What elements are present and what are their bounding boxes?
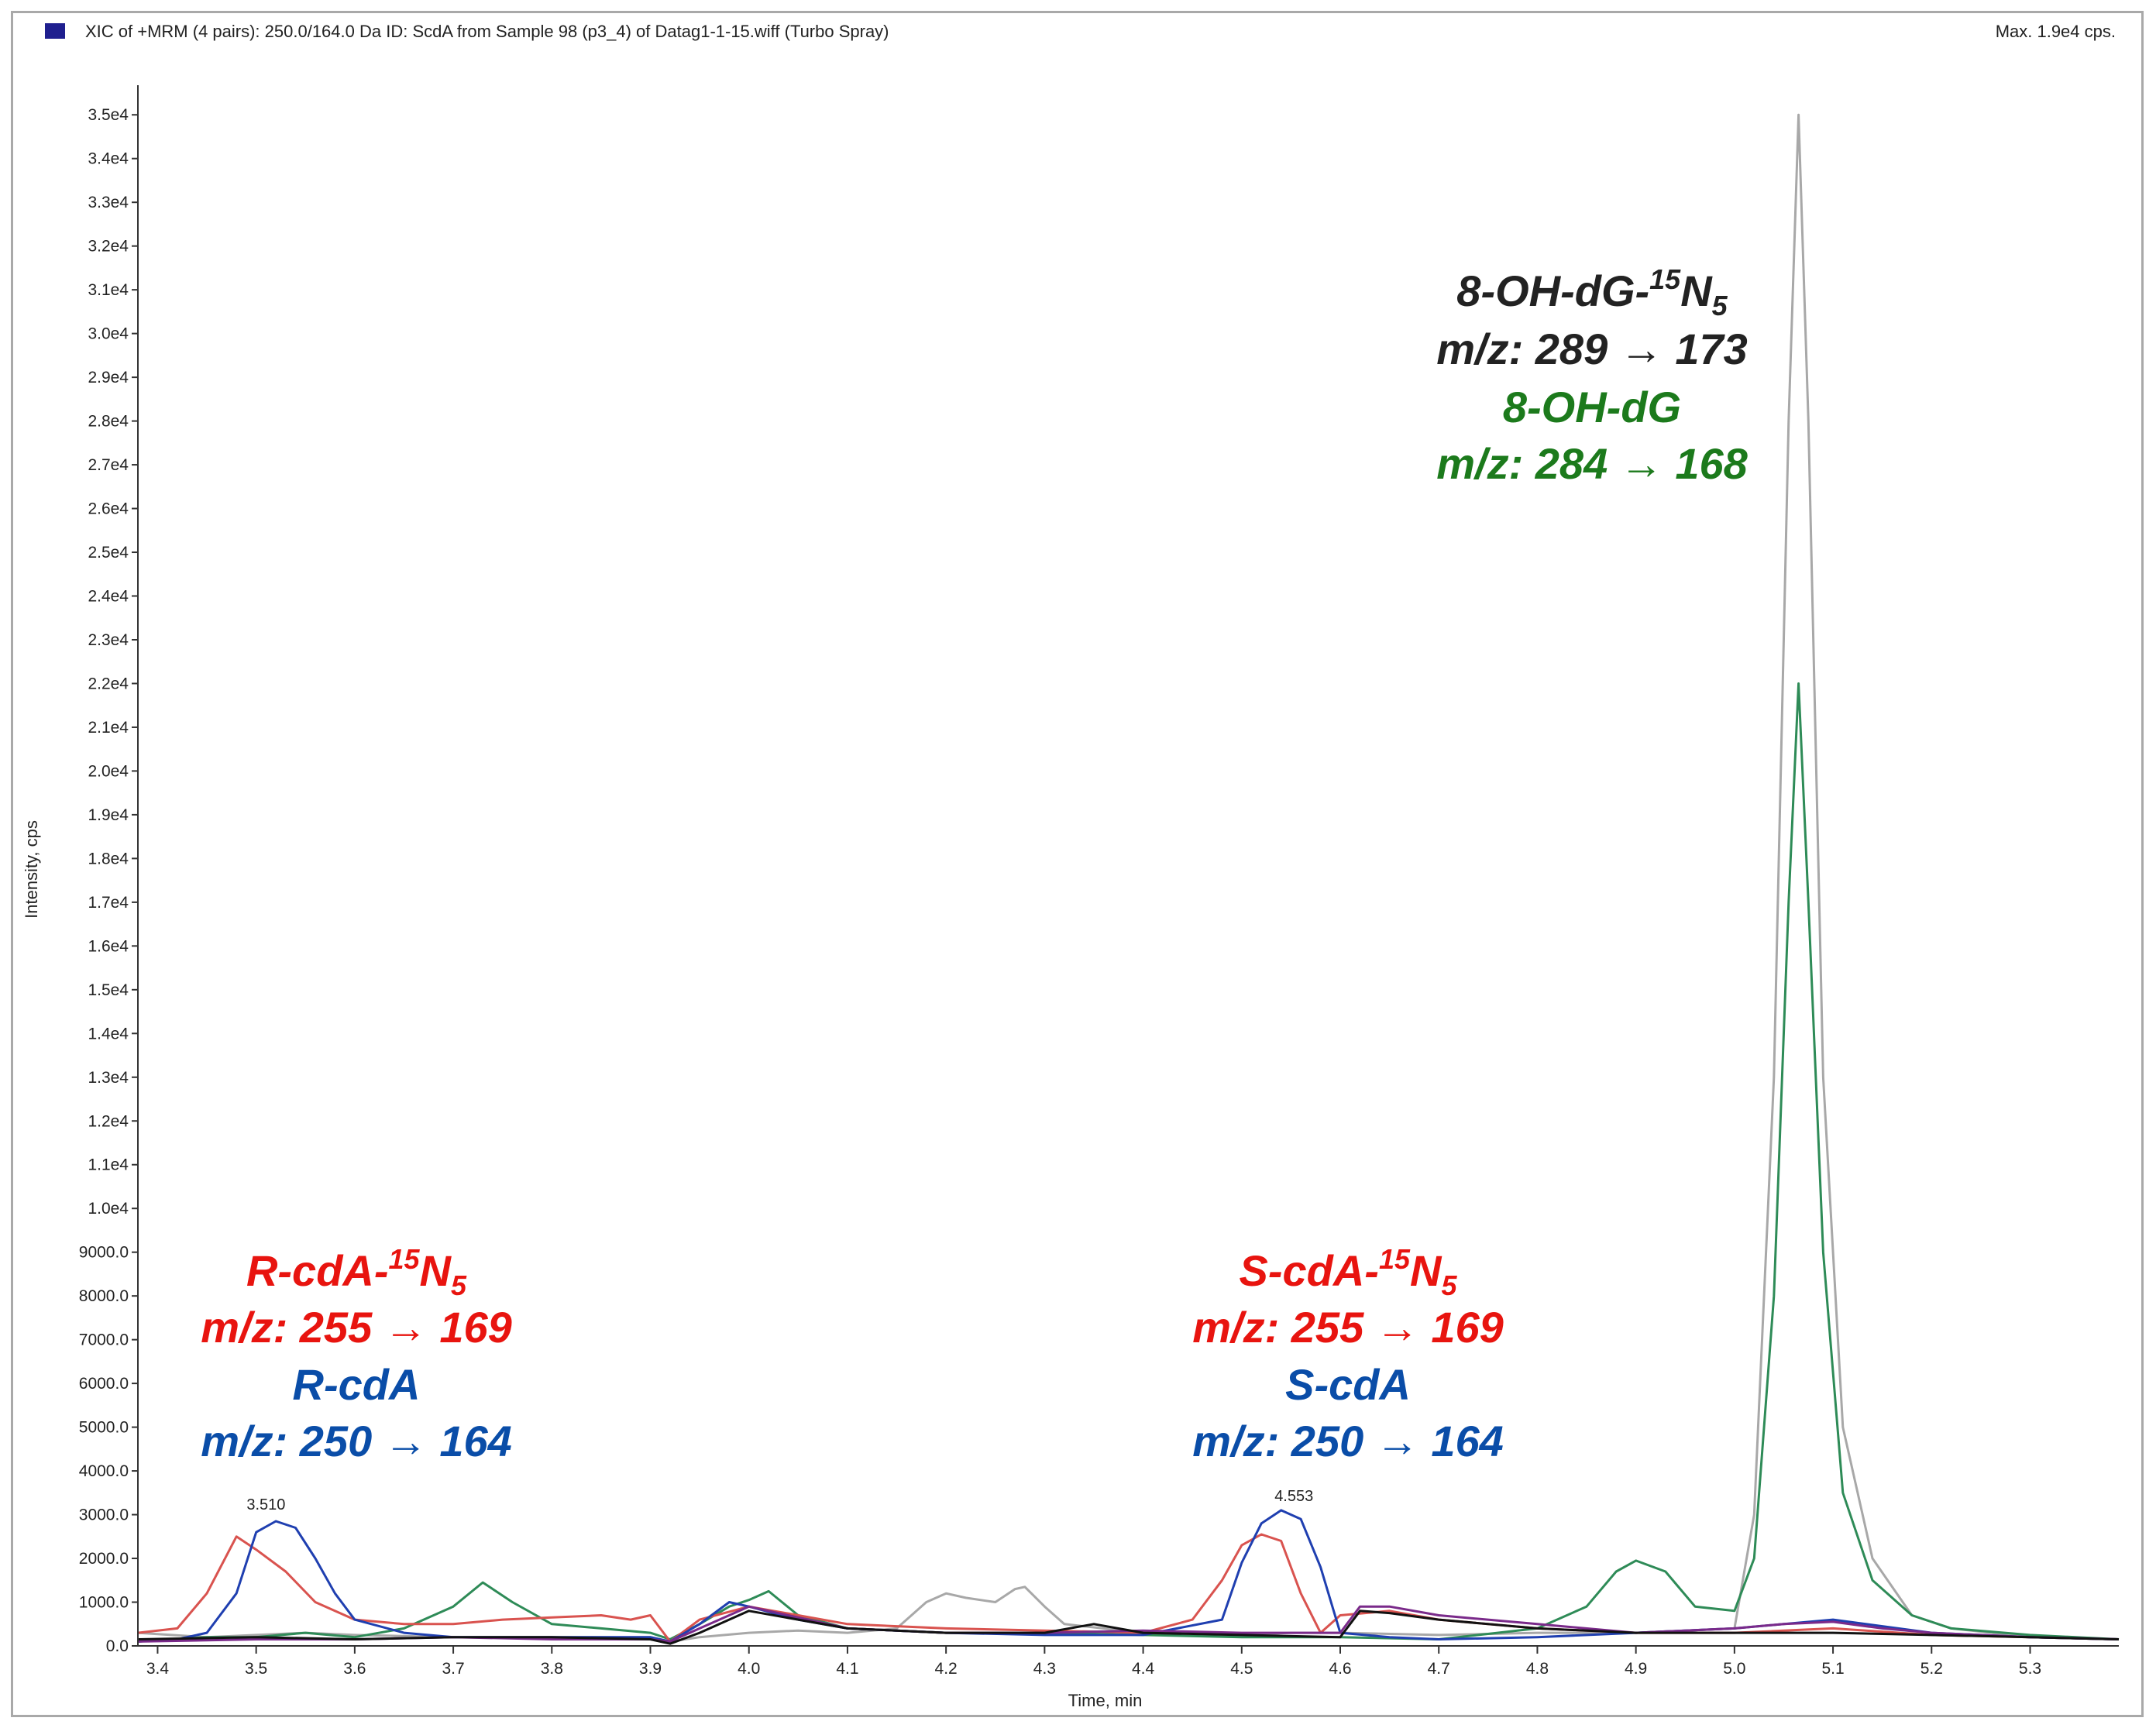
- x-tick-label: 3.6: [343, 1660, 366, 1678]
- y-tick-label: 2.2e4: [88, 675, 129, 692]
- x-axis-title: Time, min: [1068, 1691, 1143, 1710]
- y-tick-label: 1.3e4: [88, 1069, 129, 1087]
- y-tick-label: 0.0: [106, 1637, 129, 1655]
- x-tick-label: 4.4: [1132, 1660, 1155, 1678]
- y-tick-label: 1.2e4: [88, 1112, 129, 1130]
- y-tick-label: 2.6e4: [88, 500, 129, 518]
- y-tick-label: 9000.0: [79, 1244, 129, 1262]
- y-tick-label: 1.0e4: [88, 1200, 129, 1218]
- y-tick-label: 3.5e4: [88, 106, 129, 124]
- legend-swatch: [45, 23, 65, 39]
- y-tick-label: 1.8e4: [88, 850, 129, 867]
- y-tick-label: 2.7e4: [88, 456, 129, 474]
- x-tick-label: 4.3: [1033, 1660, 1056, 1678]
- series-line-green: [137, 682, 2120, 1643]
- y-tick-label: 3.0e4: [88, 325, 129, 343]
- series-line-grey: [137, 113, 2120, 1643]
- annotation-ohdg_mz: m/z: 284 → 168: [1436, 439, 1748, 488]
- y-tick-label: 3.2e4: [88, 238, 129, 256]
- annotation-rcda15n5: R-cdA-15N5: [246, 1243, 467, 1301]
- x-tick-label: 5.2: [1920, 1660, 1943, 1678]
- y-tick-label: 2.9e4: [88, 369, 129, 386]
- x-tick-label: 4.2: [935, 1660, 958, 1678]
- y-tick-label: 3.4e4: [88, 150, 129, 168]
- annotation-rcda15n5_mz: m/z: 255 → 169: [201, 1303, 512, 1352]
- x-tick-label: 4.9: [1625, 1660, 1647, 1678]
- y-tick-label: 2.4e4: [88, 588, 129, 606]
- y-tick-label: 3.3e4: [88, 194, 129, 211]
- x-tick-label: 4.6: [1329, 1660, 1351, 1678]
- annotation-ohdg15n5: 8-OH-dG-15N5: [1456, 263, 1728, 321]
- x-tick-label: 3.7: [442, 1660, 464, 1678]
- y-tick-label: 1.9e4: [88, 806, 129, 824]
- y-tick-label: 1.6e4: [88, 937, 129, 955]
- y-tick-label: 1.5e4: [88, 981, 129, 999]
- y-tick-label: 8000.0: [79, 1287, 129, 1305]
- y-tick-label: 4000.0: [79, 1462, 129, 1480]
- y-axis-title: Intensity, cps: [22, 820, 41, 919]
- y-tick-label: 5000.0: [79, 1419, 129, 1437]
- series-line-purple: [137, 1605, 2120, 1643]
- chart-frame: [11, 11, 2144, 1717]
- y-tick-label: 1.1e4: [88, 1156, 129, 1174]
- annotation-scda15n5: S-cdA-15N5: [1240, 1243, 1458, 1301]
- chromatogram-header-title: XIC of +MRM (4 pairs): 250.0/164.0 Da ID…: [85, 22, 889, 41]
- annotation-scda: S-cdA: [1285, 1360, 1411, 1409]
- annotation-scda15n5_mz: m/z: 255 → 169: [1192, 1303, 1504, 1352]
- x-tick-label: 5.1: [1821, 1660, 1844, 1678]
- y-tick-label: 2.8e4: [88, 413, 129, 431]
- y-tick-label: 6000.0: [79, 1375, 129, 1393]
- peak-rt-label: 4.553: [1274, 1488, 1313, 1505]
- peak-rt-label: 3.510: [246, 1496, 285, 1513]
- max-intensity-label: Max. 1.9e4 cps.: [1995, 22, 2116, 41]
- annotation-ohdg: 8-OH-dG: [1503, 383, 1681, 431]
- annotation-scda_mz: m/z: 250 → 164: [1192, 1417, 1504, 1465]
- y-tick-label: 7000.0: [79, 1331, 129, 1349]
- y-tick-label: 2.3e4: [88, 631, 129, 649]
- annotation-ohdg15n5_mz: m/z: 289 → 173: [1436, 325, 1748, 373]
- annotation-rcda: R-cdA: [293, 1360, 421, 1409]
- y-tick-label: 1.7e4: [88, 894, 129, 912]
- x-tick-label: 3.4: [146, 1660, 170, 1678]
- y-tick-label: 2.0e4: [88, 762, 129, 780]
- x-tick-label: 4.0: [738, 1660, 760, 1678]
- x-tick-label: 4.5: [1230, 1660, 1253, 1678]
- y-tick-label: 2000.0: [79, 1550, 129, 1568]
- x-tick-label: 4.1: [836, 1660, 858, 1678]
- x-tick-label: 5.3: [2019, 1660, 2041, 1678]
- x-tick-label: 4.7: [1428, 1660, 1450, 1678]
- x-tick-label: 3.8: [541, 1660, 563, 1678]
- y-tick-label: 2.5e4: [88, 544, 129, 562]
- x-tick-label: 4.8: [1526, 1660, 1549, 1678]
- y-tick-label: 1000.0: [79, 1594, 129, 1612]
- x-tick-label: 3.9: [639, 1660, 662, 1678]
- y-tick-label: 1.4e4: [88, 1025, 129, 1043]
- x-tick-label: 5.0: [1723, 1660, 1745, 1678]
- series-line-black: [137, 1609, 2120, 1645]
- y-tick-label: 3000.0: [79, 1506, 129, 1524]
- series-line-red: [137, 1533, 2120, 1643]
- y-tick-label: 2.1e4: [88, 719, 129, 737]
- annotation-rcda_mz: m/z: 250 → 164: [201, 1417, 512, 1465]
- y-tick-label: 3.1e4: [88, 281, 129, 299]
- x-tick-label: 3.5: [245, 1660, 267, 1678]
